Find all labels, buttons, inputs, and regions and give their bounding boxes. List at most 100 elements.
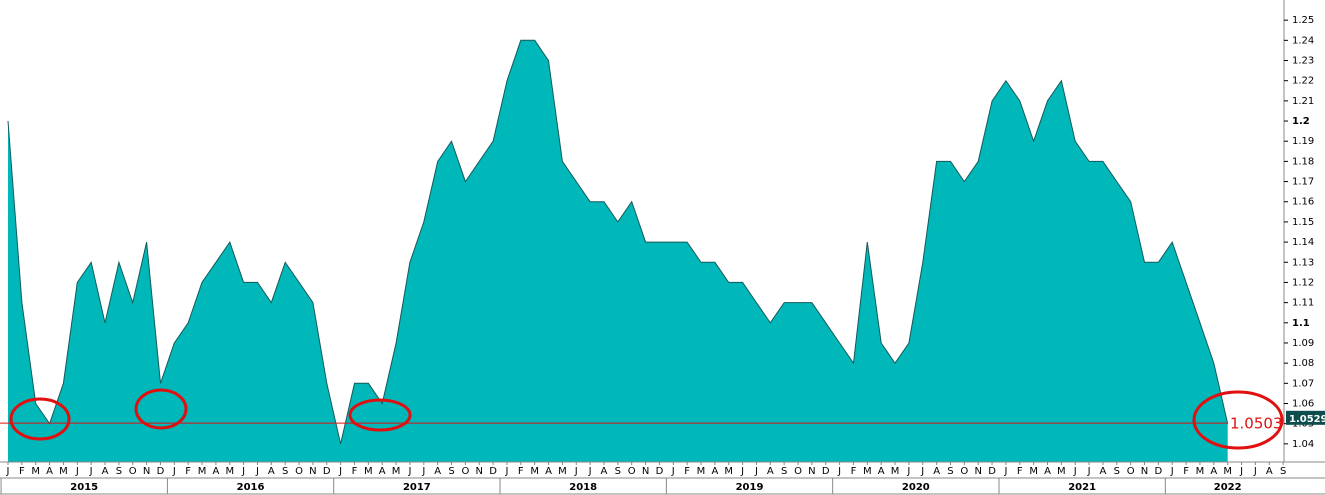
- x-tick-label: J: [588, 466, 592, 477]
- x-tick-label: O: [129, 466, 137, 477]
- x-tick-label: S: [1280, 466, 1286, 477]
- x-tick-label: N: [974, 466, 981, 477]
- label-bg: [1228, 413, 1280, 432]
- y-tick-label: 1.08: [1292, 358, 1314, 369]
- y-tick-label: 1.11: [1292, 298, 1314, 309]
- x-tick-label: J: [172, 466, 176, 477]
- x-tick-label: J: [504, 466, 508, 477]
- y-tick-label: 1.06: [1292, 398, 1314, 409]
- x-tick-label: A: [1210, 466, 1217, 477]
- y-tick-label: 1.13: [1292, 257, 1314, 268]
- x-tick-label: S: [615, 466, 621, 477]
- x-tick-label: A: [379, 466, 386, 477]
- x-tick-label: A: [1100, 466, 1107, 477]
- year-label: 2020: [902, 482, 930, 493]
- highlight-circle: [1192, 390, 1284, 450]
- reference-label: 1.0503: [1230, 415, 1283, 433]
- x-tick-label: O: [628, 466, 636, 477]
- x-tick-label: F: [185, 466, 191, 477]
- x-tick-label: M: [392, 466, 401, 477]
- x-tick-label: J: [837, 466, 841, 477]
- x-tick-label: F: [518, 466, 524, 477]
- x-tick-label: M: [225, 466, 234, 477]
- x-tick-label: A: [212, 466, 219, 477]
- x-tick-label: M: [530, 466, 539, 477]
- x-tick-label: D: [489, 466, 497, 477]
- y-tick-label: 1.16: [1292, 197, 1314, 208]
- x-tick-label: A: [46, 466, 53, 477]
- y-tick-label: 1.17: [1292, 177, 1314, 188]
- x-tick-label: J: [740, 466, 744, 477]
- x-tick-label: M: [59, 466, 68, 477]
- x-tick-label: J: [1087, 466, 1091, 477]
- x-tick-label: F: [1183, 466, 1189, 477]
- year-label: 2019: [736, 482, 764, 493]
- x-tick-label: N: [309, 466, 316, 477]
- y-tick-label: 1.24: [1292, 35, 1314, 46]
- x-tick-label: J: [241, 466, 245, 477]
- x-tick-label: D: [988, 466, 996, 477]
- y-tick-label: 1.18: [1292, 156, 1314, 167]
- year-label: 2018: [569, 482, 597, 493]
- x-tick-label: M: [1029, 466, 1038, 477]
- x-tick-label: O: [794, 466, 802, 477]
- x-tick-label: A: [878, 466, 885, 477]
- y-tick-label: 1.19: [1292, 136, 1314, 147]
- x-tick-label: A: [434, 466, 441, 477]
- x-tick-label: F: [1017, 466, 1023, 477]
- x-tick-label: M: [1223, 466, 1232, 477]
- x-tick-label: A: [545, 466, 552, 477]
- x-tick-label: S: [116, 466, 122, 477]
- highlight-circle: [134, 388, 188, 430]
- x-tick-label: A: [933, 466, 940, 477]
- y-tick-label: 1.12: [1292, 277, 1314, 288]
- x-tick-label: M: [1057, 466, 1066, 477]
- x-tick-label: J: [1253, 466, 1257, 477]
- x-tick-label: M: [1196, 466, 1205, 477]
- y-tick-label: 1.07: [1292, 378, 1314, 389]
- x-tick-label: M: [863, 466, 872, 477]
- y-tick-label: 1.23: [1292, 56, 1314, 67]
- x-tick-label: N: [1141, 466, 1148, 477]
- x-tick-label: A: [711, 466, 718, 477]
- x-tick-label: J: [1170, 466, 1174, 477]
- x-tick-label: J: [574, 466, 578, 477]
- x-tick-label: J: [89, 466, 93, 477]
- x-tick-label: N: [808, 466, 815, 477]
- x-tick-label: J: [1073, 466, 1077, 477]
- x-tick-label: J: [75, 466, 79, 477]
- x-tick-label: S: [1114, 466, 1120, 477]
- x-tick-label: O: [1127, 466, 1135, 477]
- y-tick-label: 1.22: [1292, 76, 1314, 87]
- x-tick-label: M: [31, 466, 40, 477]
- year-label: 2017: [403, 482, 431, 493]
- x-tick-label: J: [255, 466, 259, 477]
- x-tick-label: J: [6, 466, 10, 477]
- x-tick-label: M: [891, 466, 900, 477]
- highlight-circle: [9, 397, 71, 441]
- x-tick-label: J: [421, 466, 425, 477]
- y-tick-label: 1.15: [1292, 217, 1314, 228]
- x-tick-label: N: [642, 466, 649, 477]
- y-tick-label: 1.21: [1292, 96, 1314, 107]
- year-label: 2015: [70, 482, 98, 493]
- x-tick-label: A: [767, 466, 774, 477]
- y-tick-label: 1.04: [1292, 439, 1314, 450]
- x-tick-label: A: [102, 466, 109, 477]
- x-tick-label: J: [754, 466, 758, 477]
- x-tick-label: F: [352, 466, 358, 477]
- x-tick-label: M: [697, 466, 706, 477]
- price-tag: [1286, 410, 1325, 425]
- x-tick-label: J: [906, 466, 910, 477]
- area: [8, 40, 1228, 463]
- x-tick-label: A: [1266, 466, 1273, 477]
- y-tick-label: 1.25: [1292, 15, 1314, 26]
- y-tick-label: 1.09: [1292, 338, 1314, 349]
- x-tick-label: M: [198, 466, 207, 477]
- x-tick-label: F: [851, 466, 857, 477]
- year-label: 2021: [1068, 482, 1096, 493]
- x-tick-label: N: [475, 466, 482, 477]
- x-tick-label: A: [601, 466, 608, 477]
